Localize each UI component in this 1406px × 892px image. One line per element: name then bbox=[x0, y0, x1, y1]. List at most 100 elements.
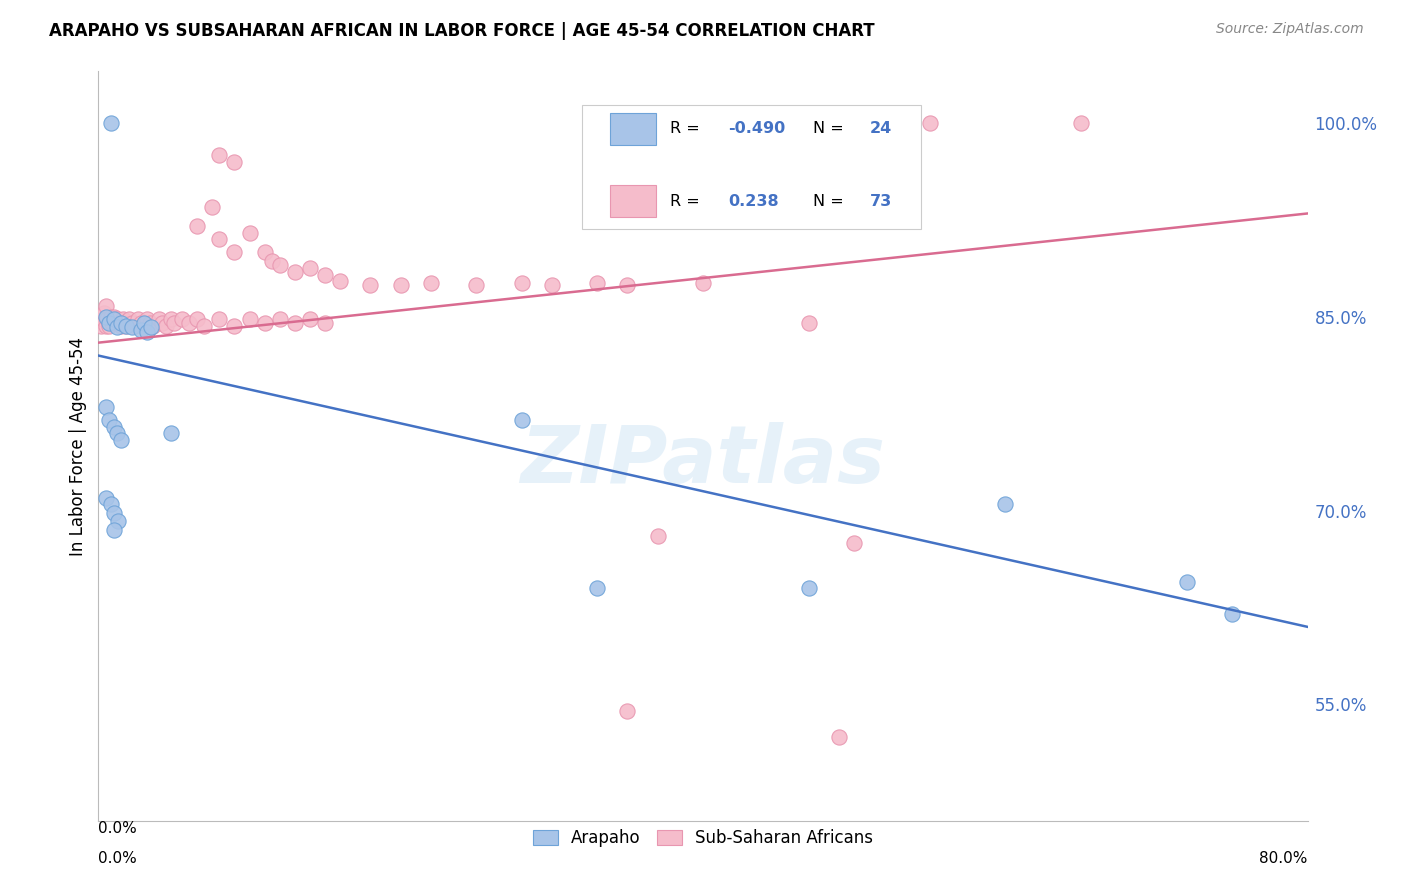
Point bbox=[828, 730, 851, 744]
Point bbox=[114, 318, 136, 333]
Point bbox=[98, 316, 121, 330]
FancyBboxPatch shape bbox=[582, 105, 921, 228]
Text: Source: ZipAtlas.com: Source: ZipAtlas.com bbox=[1216, 22, 1364, 37]
Point bbox=[101, 316, 124, 330]
Point bbox=[94, 310, 117, 324]
Point bbox=[314, 268, 336, 283]
Text: 80.0%: 80.0% bbox=[1260, 851, 1308, 866]
Text: ZIPatlas: ZIPatlas bbox=[520, 422, 886, 500]
Text: N =: N = bbox=[813, 121, 849, 136]
Point bbox=[1220, 607, 1243, 621]
Point bbox=[284, 264, 307, 278]
Point bbox=[179, 316, 201, 330]
Point bbox=[465, 277, 488, 292]
Point bbox=[103, 523, 125, 537]
Point bbox=[797, 316, 820, 330]
Point bbox=[360, 277, 382, 292]
Point bbox=[107, 514, 129, 528]
Point bbox=[224, 245, 246, 260]
Text: R =: R = bbox=[671, 121, 706, 136]
Point bbox=[112, 316, 135, 330]
Point bbox=[124, 318, 146, 333]
Point bbox=[105, 320, 128, 334]
Point bbox=[201, 200, 224, 214]
Point bbox=[723, 116, 745, 130]
Point bbox=[616, 116, 638, 130]
Point bbox=[91, 312, 114, 326]
Point bbox=[132, 318, 155, 333]
Point bbox=[94, 300, 117, 314]
Point bbox=[186, 312, 208, 326]
Point bbox=[150, 316, 173, 330]
Point bbox=[141, 320, 163, 334]
Point bbox=[160, 426, 183, 441]
Point bbox=[208, 232, 231, 246]
Y-axis label: In Labor Force | Age 45-54: In Labor Force | Age 45-54 bbox=[69, 336, 87, 556]
Point bbox=[110, 433, 132, 447]
Point bbox=[208, 312, 231, 326]
Point bbox=[132, 316, 155, 330]
Text: 0.238: 0.238 bbox=[728, 194, 779, 209]
Point bbox=[121, 320, 143, 334]
Point bbox=[299, 260, 322, 275]
Point bbox=[155, 318, 177, 333]
Point bbox=[586, 277, 609, 291]
Point bbox=[121, 316, 143, 330]
Point bbox=[389, 277, 412, 292]
Point bbox=[94, 318, 117, 333]
Point bbox=[262, 254, 284, 268]
Point bbox=[100, 310, 122, 324]
Point bbox=[586, 581, 609, 595]
Point bbox=[129, 316, 152, 330]
Point bbox=[118, 312, 141, 326]
Point bbox=[269, 258, 291, 272]
Point bbox=[193, 318, 215, 333]
FancyBboxPatch shape bbox=[610, 112, 655, 145]
Point bbox=[844, 536, 866, 550]
Point bbox=[110, 318, 132, 333]
Point bbox=[616, 277, 638, 292]
Point bbox=[1070, 116, 1092, 130]
Point bbox=[224, 154, 246, 169]
Point bbox=[170, 312, 193, 326]
Point bbox=[163, 316, 186, 330]
Point bbox=[186, 219, 208, 234]
Point bbox=[314, 316, 336, 330]
Point bbox=[797, 581, 820, 595]
Point bbox=[103, 310, 125, 324]
Point bbox=[90, 318, 112, 333]
Point bbox=[253, 316, 276, 330]
Point bbox=[420, 277, 443, 291]
Point bbox=[110, 316, 132, 330]
Point bbox=[100, 116, 122, 130]
Point bbox=[269, 312, 291, 326]
Point bbox=[135, 312, 157, 326]
Point bbox=[239, 312, 262, 326]
Point bbox=[647, 529, 669, 543]
Point bbox=[148, 312, 170, 326]
Text: R =: R = bbox=[671, 194, 706, 209]
Point bbox=[111, 312, 134, 326]
Point bbox=[844, 116, 866, 130]
Point bbox=[918, 116, 941, 130]
Point bbox=[135, 326, 157, 340]
Point bbox=[98, 413, 121, 427]
Text: 0.0%: 0.0% bbox=[98, 851, 138, 866]
Text: 0.0%: 0.0% bbox=[98, 821, 138, 836]
Point bbox=[103, 506, 125, 520]
Point bbox=[692, 277, 714, 291]
Point bbox=[129, 323, 152, 337]
Point bbox=[208, 148, 231, 162]
Point bbox=[160, 312, 183, 326]
Point bbox=[103, 419, 125, 434]
Point bbox=[253, 245, 276, 260]
Point bbox=[96, 312, 118, 326]
Point bbox=[114, 318, 136, 333]
Point bbox=[1175, 574, 1198, 589]
Point bbox=[107, 312, 129, 326]
Text: ARAPAHO VS SUBSAHARAN AFRICAN IN LABOR FORCE | AGE 45-54 CORRELATION CHART: ARAPAHO VS SUBSAHARAN AFRICAN IN LABOR F… bbox=[49, 22, 875, 40]
Point bbox=[98, 318, 121, 333]
Point bbox=[94, 401, 117, 415]
Point bbox=[284, 316, 307, 330]
Point bbox=[994, 497, 1017, 511]
